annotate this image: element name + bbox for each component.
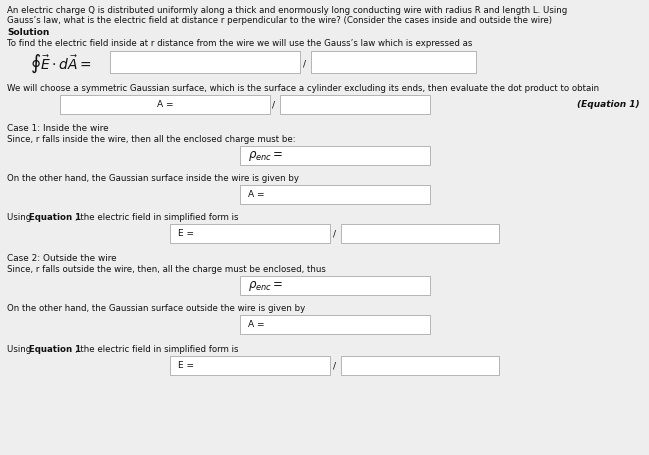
FancyBboxPatch shape [60,96,270,115]
Text: $\rho_{enc}=$: $\rho_{enc}=$ [248,149,284,162]
Text: Since, r falls outside the wire, then, all the charge must be enclosed, thus: Since, r falls outside the wire, then, a… [7,264,326,273]
Text: /: / [333,229,336,238]
Text: (Equation 1): (Equation 1) [578,100,640,109]
Text: Since, r falls inside the wire, then all the enclosed charge must be:: Since, r falls inside the wire, then all… [7,135,296,144]
Text: A =: A = [248,190,265,199]
FancyBboxPatch shape [311,52,476,74]
Text: /: / [333,361,336,369]
Text: Using: Using [7,344,34,353]
Text: An electric charge Q is distributed uniformly along a thick and enormously long : An electric charge Q is distributed unif… [7,6,567,15]
FancyBboxPatch shape [170,356,330,375]
Text: , the electric field in simplified form is: , the electric field in simplified form … [75,212,238,222]
Text: E =: E = [178,361,194,369]
Text: Case 2: Outside the wire: Case 2: Outside the wire [7,253,117,263]
Text: To find the electric field inside at r distance from the wire we will use the Ga: To find the electric field inside at r d… [7,39,472,48]
Text: Using: Using [7,212,34,222]
Text: $\rho_{enc}=$: $\rho_{enc}=$ [248,278,284,293]
FancyBboxPatch shape [341,356,499,375]
FancyBboxPatch shape [240,186,430,205]
FancyBboxPatch shape [280,96,430,115]
Text: On the other hand, the Gaussian surface inside the wire is given by: On the other hand, the Gaussian surface … [7,174,299,182]
Text: A =: A = [157,100,173,109]
Text: On the other hand, the Gaussian surface outside the wire is given by: On the other hand, the Gaussian surface … [7,303,305,312]
Text: Equation 1: Equation 1 [29,212,81,222]
Text: Solution: Solution [7,28,49,37]
FancyBboxPatch shape [240,147,430,166]
FancyBboxPatch shape [240,315,430,334]
Text: E =: E = [178,229,194,238]
FancyBboxPatch shape [341,224,499,243]
Text: Equation 1: Equation 1 [29,344,81,353]
Text: , the electric field in simplified form is: , the electric field in simplified form … [75,344,238,353]
FancyBboxPatch shape [110,52,300,74]
Text: /: / [303,59,306,68]
FancyBboxPatch shape [240,276,430,295]
Text: Gauss’s law, what is the electric field at distance r perpendicular to the wire?: Gauss’s law, what is the electric field … [7,16,552,25]
Text: A =: A = [248,320,265,329]
Text: /: / [272,100,275,109]
Text: Case 1: Inside the wire: Case 1: Inside the wire [7,124,108,133]
FancyBboxPatch shape [170,224,330,243]
Text: We will choose a symmetric Gaussian surface, which is the surface a cylinder exc: We will choose a symmetric Gaussian surf… [7,84,599,93]
Text: $\oint\vec{E}\cdot d\vec{A}=$: $\oint\vec{E}\cdot d\vec{A}=$ [30,53,92,75]
